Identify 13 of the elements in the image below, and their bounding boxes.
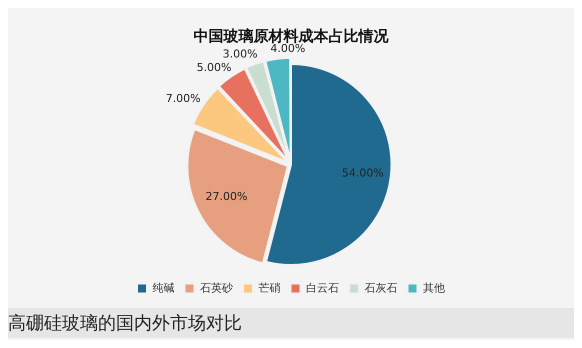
legend-label: 芒硝	[258, 281, 280, 294]
data-label: 7.00%	[166, 92, 201, 105]
legend-label: 石灰石	[364, 281, 398, 294]
legend-label: 其他	[423, 281, 445, 294]
data-label: 54.00%	[342, 166, 384, 180]
data-label: 27.00%	[206, 190, 248, 204]
text: 高硼硅玻璃的国内外市场对比	[8, 308, 574, 338]
legend-label: 白云石	[306, 281, 339, 294]
data-label: 3.00%	[222, 48, 258, 61]
legend-label: 纯碱	[152, 281, 174, 294]
legend-label: 石英砂	[200, 281, 233, 294]
data-label: 5.00%	[196, 61, 232, 74]
chart-title: 中国玻璃原材料成本占比情况	[194, 26, 390, 45]
